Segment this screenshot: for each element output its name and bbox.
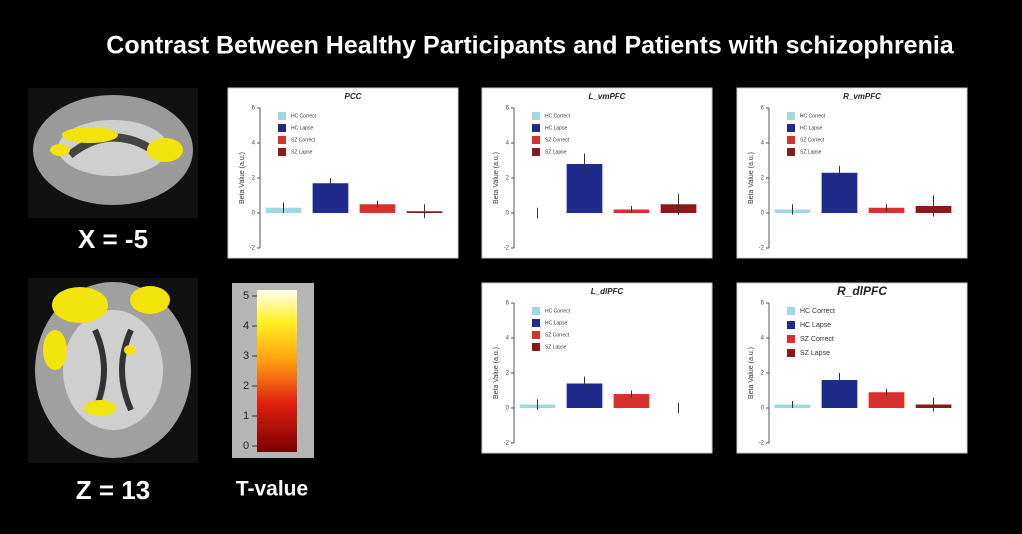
y-tick-label: -2 xyxy=(504,246,510,252)
legend-label: HC Lapse xyxy=(800,125,822,131)
legend-label: SZ Correct xyxy=(545,332,570,338)
legend-label: SZ Correct xyxy=(291,137,316,143)
chart-title: R_dlPFC xyxy=(837,284,887,298)
slice-label: X = -5 xyxy=(78,224,148,254)
legend-label: SZ Lapse xyxy=(800,350,830,357)
legend-label: HC Correct xyxy=(545,113,571,119)
legend-swatch xyxy=(278,112,286,120)
legend-label: SZ Lapse xyxy=(545,344,567,350)
chart-title: PCC xyxy=(345,92,362,101)
legend-label: HC Correct xyxy=(800,308,835,315)
legend-swatch xyxy=(532,136,540,144)
legend-label: HC Lapse xyxy=(800,322,831,329)
slice-label: Z = 13 xyxy=(76,475,150,505)
chart-panel xyxy=(737,283,967,453)
colorbar-tick-label: 1 xyxy=(243,410,249,422)
y-tick-label: -2 xyxy=(250,246,256,252)
y-tick-label: -2 xyxy=(504,441,510,447)
legend-swatch xyxy=(787,307,795,315)
colorbar-tick-label: 2 xyxy=(243,380,249,392)
chart-panel xyxy=(482,283,712,453)
legend-label: HC Lapse xyxy=(545,125,567,131)
legend-label: SZ Correct xyxy=(545,137,570,143)
colorbar-tick-label: 4 xyxy=(243,320,249,332)
colorbar-tick-label: 0 xyxy=(243,440,249,452)
y-axis-label: Beta Value (a.u.) xyxy=(748,152,755,204)
legend-swatch xyxy=(787,335,795,343)
legend-swatch xyxy=(532,148,540,156)
chart-title: L_dlPFC xyxy=(591,287,624,296)
y-tick-label: -2 xyxy=(759,246,765,252)
legend-label: HC Correct xyxy=(800,113,826,119)
legend-swatch xyxy=(278,136,286,144)
legend-swatch xyxy=(787,148,795,156)
legend-swatch xyxy=(787,349,795,357)
brain-sagittal xyxy=(28,88,198,218)
y-axis-label: Beta Value (a.u.) xyxy=(748,347,755,399)
legend-label: SZ Correct xyxy=(800,137,825,143)
page: Contrast Between Healthy Participants an… xyxy=(0,0,1022,534)
legend-swatch xyxy=(532,307,540,315)
legend-label: HC Correct xyxy=(291,113,317,119)
legend-swatch xyxy=(532,124,540,132)
legend-label: HC Correct xyxy=(545,308,571,314)
y-tick-label: -2 xyxy=(759,441,765,447)
chart-title: L_vmPFC xyxy=(589,92,626,101)
legend-swatch xyxy=(532,331,540,339)
chart-panel xyxy=(228,88,458,258)
legend-label: SZ Lapse xyxy=(291,149,313,155)
chart-title: R_vmPFC xyxy=(843,92,881,101)
legend-swatch xyxy=(787,112,795,120)
legend-label: HC Lapse xyxy=(545,320,567,326)
colorbar-tick-label: 3 xyxy=(243,350,249,362)
y-axis-label: Beta Value (a.u.) xyxy=(493,347,500,399)
y-axis-label: Beta Value (a.u.) xyxy=(239,152,246,204)
figure: Contrast Between Healthy Participants an… xyxy=(0,0,1022,529)
legend-swatch xyxy=(787,124,795,132)
legend-label: SZ Correct xyxy=(800,336,834,343)
legend-swatch xyxy=(787,321,795,329)
colorbar-label: T-value xyxy=(236,478,308,501)
y-axis-label: Beta Value (a.u.) xyxy=(493,152,500,204)
legend-swatch xyxy=(278,124,286,132)
legend-swatch xyxy=(532,343,540,351)
legend-swatch xyxy=(787,136,795,144)
brain-axial xyxy=(28,278,198,463)
figure-title: Contrast Between Healthy Participants an… xyxy=(106,32,954,60)
legend-label: HC Lapse xyxy=(291,125,313,131)
colorbar xyxy=(257,290,297,452)
legend-swatch xyxy=(532,319,540,327)
legend-swatch xyxy=(532,112,540,120)
legend-label: SZ Lapse xyxy=(800,149,822,155)
colorbar-tick-label: 5 xyxy=(243,290,249,302)
legend-label: SZ Lapse xyxy=(545,149,567,155)
legend-swatch xyxy=(278,148,286,156)
